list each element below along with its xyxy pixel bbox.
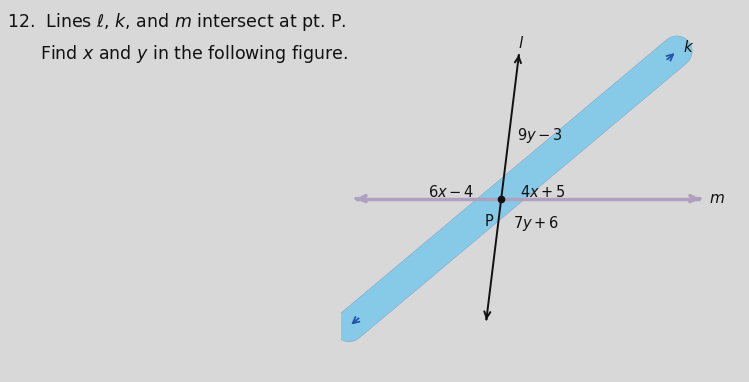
- Text: $7y+6$: $7y+6$: [512, 214, 559, 233]
- Text: $4x+5$: $4x+5$: [521, 184, 566, 200]
- Text: $6x-4$: $6x-4$: [428, 184, 474, 200]
- Text: P: P: [485, 214, 494, 229]
- Text: $9y-3$: $9y-3$: [517, 126, 562, 145]
- Text: 12.  Lines $\ell$, $k$, and $m$ intersect at pt. P.
      Find $x$ and $y$ in th: 12. Lines $\ell$, $k$, and $m$ intersect…: [7, 11, 348, 65]
- Text: $k$: $k$: [682, 39, 694, 55]
- Text: $l$: $l$: [518, 35, 524, 51]
- Text: $m$: $m$: [709, 191, 725, 206]
